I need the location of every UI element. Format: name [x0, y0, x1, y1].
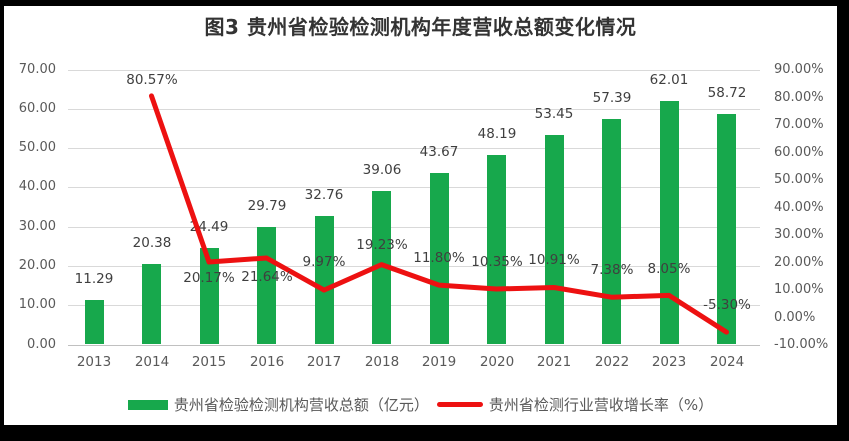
revenue-bar: [487, 155, 506, 345]
right-axis-tick-label: 50.00%: [774, 172, 824, 187]
revenue-bar: [602, 119, 621, 345]
gridline: [68, 227, 760, 228]
legend-line-swatch-icon: [436, 402, 483, 407]
x-axis-year-label: 2024: [709, 354, 745, 370]
bar-value-label: 48.19: [477, 126, 517, 142]
gridline: [68, 345, 760, 346]
left-axis-tick-label: 70.00: [18, 61, 56, 77]
legend-item-revenue: 贵州省检验检测机构营收总额（亿元）: [127, 394, 429, 415]
bar-value-label: 29.79: [247, 198, 287, 214]
growth-rate-point-label: 10.35%: [471, 254, 523, 270]
left-axis-tick-label: 0.00: [27, 336, 56, 352]
x-axis-year-label: 2016: [249, 354, 285, 370]
x-axis-year-label: 2014: [134, 354, 170, 370]
revenue-bar: [315, 215, 334, 345]
growth-rate-point-label: 8.05%: [647, 261, 691, 277]
revenue-bar: [142, 264, 161, 345]
bar-value-label: 43.67: [419, 144, 459, 160]
x-axis-year-label: 2021: [536, 354, 572, 370]
x-axis-year-label: 2022: [594, 354, 630, 370]
right-axis-tick-label: 0.00%: [774, 309, 816, 325]
bar-value-label: 11.29: [74, 271, 114, 287]
left-axis-tick-label: 40.00: [18, 179, 56, 195]
gridline: [68, 109, 760, 110]
x-axis-year-label: 2018: [364, 354, 400, 370]
legend-item-growth: 贵州省检测行业营收增长率（%）: [436, 394, 714, 415]
bar-value-label: 62.01: [649, 72, 689, 88]
growth-rate-point-label: 7.38%: [590, 262, 634, 278]
growth-rate-point-label: 10.91%: [528, 252, 580, 268]
left-axis-tick-label: 20.00: [18, 257, 56, 273]
left-axis-tick-label: 50.00: [18, 140, 56, 156]
growth-rate-point-label: 21.64%: [241, 269, 293, 285]
revenue-bar: [660, 100, 679, 345]
bar-value-label: 58.72: [707, 85, 747, 101]
x-axis-year-label: 2017: [306, 354, 342, 370]
right-axis-tick-label: 10.00%: [774, 282, 824, 297]
revenue-bar: [545, 134, 564, 345]
x-axis-year-label: 2019: [421, 354, 457, 370]
bar-value-label: 20.38: [132, 235, 172, 251]
bar-value-label: 39.06: [362, 162, 402, 178]
growth-rate-point-label: 19.23%: [356, 237, 408, 253]
chart-legend: 贵州省检验检测机构营收总额（亿元） 贵州省检测行业营收增长率（%）: [4, 394, 837, 415]
left-axis-tick-label: 30.00: [18, 218, 56, 234]
x-axis-year-label: 2015: [191, 354, 227, 370]
legend-revenue-label: 贵州省检验检测机构营收总额（亿元）: [173, 396, 429, 414]
right-axis-tick-label: 80.00%: [774, 89, 824, 105]
x-axis-year-label: 2020: [479, 354, 515, 370]
bar-value-label: 57.39: [592, 90, 632, 106]
growth-rate-point-label: 11.80%: [413, 250, 465, 266]
bar-value-label: 24.49: [189, 219, 229, 235]
bar-value-label: 32.76: [304, 187, 344, 203]
gridline: [68, 70, 760, 71]
gridline: [68, 187, 760, 188]
revenue-bar: [372, 191, 391, 345]
growth-rate-point-label: 80.57%: [126, 72, 178, 88]
gridline: [68, 305, 760, 306]
right-axis-tick-label: 90.00%: [774, 62, 824, 77]
right-axis-tick-label: 30.00%: [774, 227, 824, 242]
x-axis-year-label: 2023: [651, 354, 687, 370]
legend-growth-label: 贵州省检测行业营收增长率（%）: [488, 396, 714, 414]
legend-bar-swatch-icon: [127, 399, 168, 410]
x-axis-year-label: 2013: [76, 354, 112, 370]
growth-rate-point-label: -5.30%: [703, 297, 751, 313]
growth-rate-point-label: 20.17%: [183, 270, 235, 286]
revenue-bar: [85, 300, 104, 345]
left-axis-tick-label: 10.00: [18, 297, 56, 313]
left-axis-tick-label: 60.00: [18, 100, 56, 116]
revenue-bar: [257, 227, 276, 345]
right-axis-tick-label: 20.00%: [774, 254, 824, 270]
right-axis-tick-label: -10.00%: [774, 337, 829, 352]
chart-canvas: 图3 贵州省检验检测机构年度营收总额变化情况 70.00 60.00 50.00 40…: [4, 6, 837, 425]
growth-rate-point-label: 9.97%: [302, 254, 346, 270]
right-axis-tick-label: 40.00%: [774, 199, 824, 215]
right-axis-tick-label: 60.00%: [774, 144, 824, 160]
revenue-bar: [200, 248, 219, 345]
bar-value-label: 53.45: [534, 106, 574, 122]
chart-title: 图3 贵州省检验检测机构年度营收总额变化情况: [204, 15, 637, 39]
right-axis-tick-label: 70.00%: [774, 117, 824, 132]
combo-chart-plot: 70.00 60.00 50.00 40.00 30.00 20.00 10.00 0.00 9…: [4, 6, 837, 425]
